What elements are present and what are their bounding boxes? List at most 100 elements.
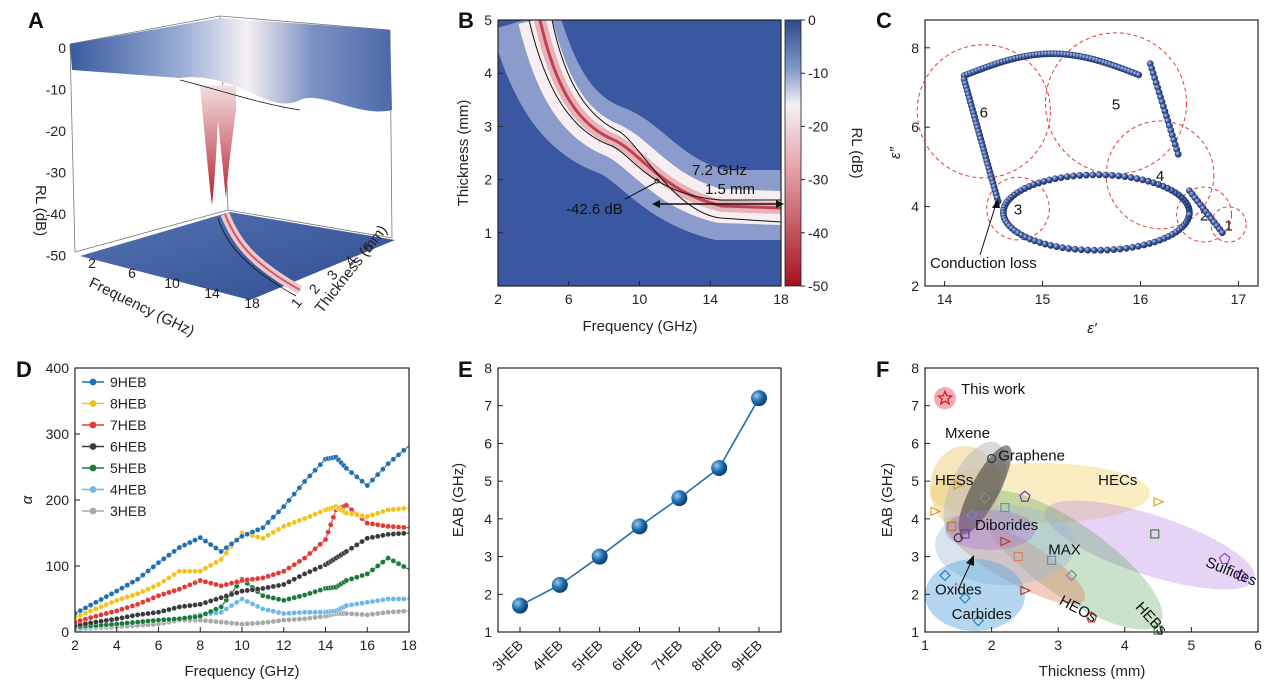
panel-e-series xyxy=(512,390,767,614)
series-point-9HEB xyxy=(155,559,162,566)
series-point-8HEB xyxy=(108,599,115,606)
x-tick-label: 7HEB xyxy=(648,637,685,674)
series-point-9HEB xyxy=(160,556,167,562)
colorbar-tick-label: 0 xyxy=(808,12,816,28)
series-point-9HEB xyxy=(348,469,355,476)
series-point-8HEB xyxy=(150,583,157,590)
series-point-6HEB xyxy=(343,548,350,555)
y-tick-label: 300 xyxy=(46,426,70,442)
panel-a-floor-core xyxy=(224,213,301,291)
panel-f-label: F xyxy=(876,357,889,382)
series-point-7HEB xyxy=(77,617,84,624)
panel-a-z-tick: -10 xyxy=(46,82,66,98)
cole-point xyxy=(1102,171,1110,179)
series-point-5HEB xyxy=(275,596,282,602)
series-point-4HEB xyxy=(354,601,360,607)
series-point-3HEB xyxy=(213,618,219,625)
x-tick-label: 2 xyxy=(71,637,79,653)
cole-circle-2 xyxy=(1176,186,1233,243)
panel-c-xlabel: ε′ xyxy=(1087,320,1098,337)
cole-point xyxy=(1174,150,1182,158)
x-tick-label: 16 xyxy=(359,637,375,653)
series-point-6HEB xyxy=(98,618,104,625)
series-point-6HEB xyxy=(134,612,141,618)
series-point-8HEB xyxy=(171,571,177,578)
y-tick-label: 4 xyxy=(911,199,919,215)
panel-a-z-ticks: 0 -10 -20 -30 -40 -50 xyxy=(46,40,66,264)
series-point-7HEB xyxy=(249,576,256,583)
series-point-6HEB xyxy=(400,530,407,537)
panel-f-region-sulfides xyxy=(1044,500,1256,590)
series-point-3HEB xyxy=(348,611,355,617)
eab-point-8HEB xyxy=(711,459,728,476)
cole-point xyxy=(1084,246,1092,254)
series-point-5HEB xyxy=(380,559,386,565)
series-point-9HEB xyxy=(171,548,177,555)
series-point-5HEB xyxy=(218,604,224,610)
series-point-4HEB xyxy=(364,599,371,606)
scatter-marker xyxy=(930,506,942,517)
series-point-8HEB xyxy=(343,510,350,517)
series-point-3HEB xyxy=(380,610,386,616)
series-point-9HEB xyxy=(87,602,94,608)
series-point-3HEB xyxy=(400,608,407,615)
panel-a-z-tick: -30 xyxy=(46,165,66,181)
cole-point xyxy=(1218,229,1226,237)
series-point-7HEB xyxy=(140,599,146,605)
x-tick-label: 18 xyxy=(401,637,417,653)
eab-point-5HEB xyxy=(591,548,608,565)
series-point-4HEB xyxy=(275,609,282,616)
series-point-8HEB xyxy=(113,597,120,604)
cole-point xyxy=(1071,245,1079,253)
series-point-7HEB xyxy=(380,522,386,529)
series-point-5HEB xyxy=(343,577,350,584)
series-point-3HEB xyxy=(364,612,371,618)
this-work-halo xyxy=(933,387,956,410)
cole-circle-label-5: 5 xyxy=(1112,96,1120,113)
series-point-9HEB xyxy=(233,537,240,543)
series-point-4HEB xyxy=(270,608,277,615)
series-point-6HEB xyxy=(354,542,360,548)
cole-point xyxy=(1115,172,1122,180)
series-point-6HEB xyxy=(364,535,371,542)
x-tick-label: 6 xyxy=(565,291,573,307)
cole-point xyxy=(1097,246,1105,254)
panel-b-label: B xyxy=(458,8,474,33)
series-point-6HEB xyxy=(145,610,151,617)
series-point-8HEB xyxy=(145,586,151,592)
series-point-5HEB xyxy=(108,621,115,628)
series-point-8HEB xyxy=(119,595,125,602)
series-point-8HEB xyxy=(270,529,277,536)
panel-b-y-ticks: 1 2 3 4 5 xyxy=(484,12,503,241)
series-point-7HEB xyxy=(322,536,329,543)
series-point-8HEB xyxy=(280,523,287,530)
scatter-marker xyxy=(1020,585,1032,596)
series-point-7HEB xyxy=(218,583,224,589)
panel-b-xlabel: Frequency (GHz) xyxy=(582,318,697,335)
x-tick-label: 16 xyxy=(1133,291,1149,307)
scatter-marker xyxy=(953,479,965,490)
series-point-5HEB xyxy=(202,611,209,617)
series-point-4HEB xyxy=(223,606,230,612)
series-point-6HEB xyxy=(187,602,193,609)
cole-point xyxy=(1089,171,1097,179)
series-point-5HEB xyxy=(307,590,313,597)
cole-point xyxy=(1127,174,1135,181)
series-point-4HEB xyxy=(307,609,313,616)
series-point-8HEB xyxy=(77,612,84,619)
legend-label-6HEB: 6HEB xyxy=(110,439,147,455)
series-point-4HEB xyxy=(374,597,381,604)
panel-a-surface xyxy=(70,18,392,112)
panel-b-colorbar xyxy=(784,19,802,287)
y-tick-label: 8 xyxy=(911,360,919,376)
legend-label-8HEB: 8HEB xyxy=(110,396,147,412)
x-tick-label: 14 xyxy=(937,291,953,307)
series-point-8HEB xyxy=(124,594,130,600)
series-point-9HEB xyxy=(119,585,125,591)
panel-a-z-tick: -50 xyxy=(46,248,66,264)
series-point-9HEB xyxy=(380,466,386,472)
cole-point xyxy=(1063,173,1071,181)
series-point-8HEB xyxy=(286,521,292,528)
series-point-7HEB xyxy=(129,603,136,609)
series-point-8HEB xyxy=(140,588,146,595)
